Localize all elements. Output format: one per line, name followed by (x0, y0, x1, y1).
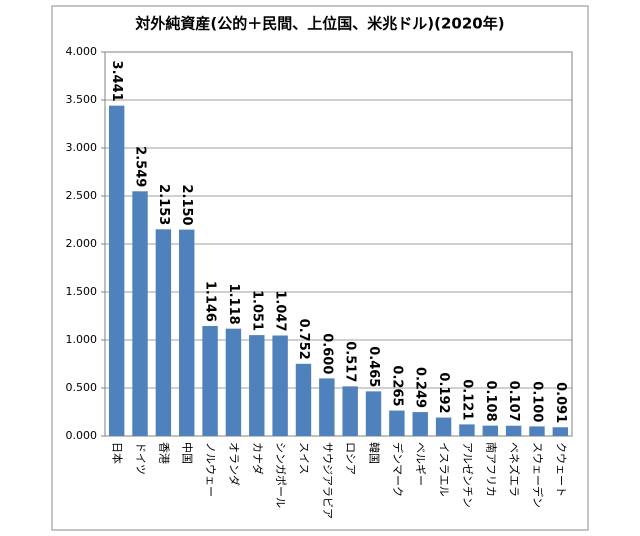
bar (249, 335, 265, 436)
x-tick-label: スイス (297, 442, 310, 475)
value-label: 2.153 (156, 184, 171, 225)
x-tick-label: ロシア (344, 442, 357, 475)
x-tick-label: 日本 (111, 442, 125, 464)
y-tick-label: 4.000 (66, 45, 98, 58)
x-tick-label: サウジアラビア (321, 442, 334, 519)
bar (389, 410, 405, 436)
bar (529, 426, 545, 436)
bar (272, 335, 288, 436)
x-tick-label: 香港 (157, 442, 170, 464)
chart-title: 対外純資産(公的＋民間、上位国、米兆ドル)(2020年) (134, 15, 504, 33)
bar (459, 424, 475, 436)
y-tick-label: 1.500 (66, 285, 98, 298)
value-label: 2.150 (179, 184, 194, 225)
bar (179, 229, 195, 436)
value-label: 0.600 (319, 333, 334, 374)
x-tick-label: 南アフリカ (484, 442, 497, 497)
bar (319, 378, 335, 436)
bar (505, 425, 522, 436)
bar (482, 425, 498, 436)
y-tick-label: 3.500 (66, 93, 98, 106)
value-label: 0.192 (436, 372, 451, 413)
bar (342, 386, 358, 436)
x-tick-label: カナダ (251, 442, 265, 475)
x-tick-label: ノルウェー (204, 442, 217, 497)
x-tick-label: アルゼンチン (461, 442, 474, 508)
value-label: 0.517 (343, 341, 358, 382)
value-label: 0.091 (553, 382, 568, 423)
value-label: 1.051 (249, 290, 264, 331)
x-tick-label: イスラエル (438, 442, 451, 497)
bar (155, 229, 172, 436)
x-tick-label: ベルギー (414, 442, 427, 486)
value-label: 1.047 (273, 290, 288, 331)
y-tick-label: 1.000 (66, 333, 98, 346)
bar (435, 417, 452, 436)
y-tick-label: 3.000 (66, 141, 98, 154)
y-tick-label: 0.000 (66, 429, 98, 442)
x-tick-label: デンマーク (391, 442, 405, 497)
bar (225, 328, 242, 436)
bar (108, 105, 125, 436)
value-label: 0.752 (296, 319, 311, 360)
value-label: 0.100 (529, 381, 544, 422)
x-tick-label: ドイツ (134, 442, 147, 475)
y-tick-label: 2.500 (66, 189, 98, 202)
y-tick-label: 0.500 (66, 381, 98, 394)
plot-area (104, 51, 573, 437)
value-label: 0.121 (459, 379, 474, 420)
bar (552, 427, 569, 436)
x-tick-label: オランダ (227, 442, 241, 486)
x-tick-label: シンガポール (274, 442, 287, 508)
value-label: 1.118 (226, 284, 241, 325)
x-tick-label: クウェート (554, 442, 567, 497)
value-label: 0.107 (506, 381, 521, 422)
bar (412, 412, 428, 436)
x-tick-label: 韓国 (368, 442, 381, 464)
bar (132, 191, 148, 436)
x-tick-label: 中国 (181, 442, 194, 464)
bar (295, 363, 312, 436)
value-label: 3.441 (109, 61, 124, 102)
bar (202, 325, 218, 436)
value-label: 0.249 (413, 367, 428, 408)
value-label: 0.265 (389, 365, 404, 406)
value-label: 0.465 (366, 346, 381, 387)
y-tick-label: 2.000 (66, 237, 98, 250)
value-label: 0.108 (483, 381, 498, 422)
x-tick-label: スウェーデン (531, 442, 545, 508)
value-label: 2.549 (133, 146, 148, 187)
value-label: 1.146 (203, 281, 218, 322)
x-tick-label: ベネズエラ (508, 442, 522, 497)
bar (365, 391, 382, 436)
